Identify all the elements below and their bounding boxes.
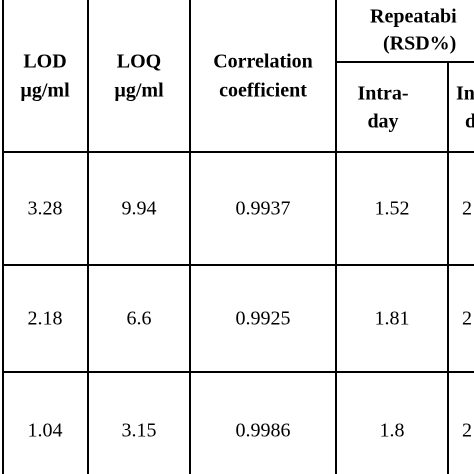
data-cell: 0.9925 xyxy=(236,308,291,330)
data-cell: 1.8 xyxy=(380,420,405,442)
header-cell: LOQ xyxy=(117,51,161,73)
header-cell: LOD xyxy=(23,51,66,73)
header-cell: µg/ml xyxy=(20,80,70,102)
header-cell: Correlation xyxy=(213,51,313,73)
subheader-cell: Intra- xyxy=(357,83,408,105)
header-cell: coefficient xyxy=(219,80,307,102)
data-cell: 2 xyxy=(462,198,472,220)
data-cell: 3.28 xyxy=(28,198,63,220)
group-header: Repeatabi xyxy=(370,6,457,28)
data-cell: 0.9986 xyxy=(236,420,291,442)
data-cell: 3.15 xyxy=(122,420,157,442)
data-cell: 0.9937 xyxy=(236,198,291,220)
header-cell: µg/ml xyxy=(114,80,164,102)
data-cell: 2.18 xyxy=(28,308,63,330)
group-header: (RSD%) xyxy=(383,33,456,55)
data-cell: 1.04 xyxy=(28,420,63,442)
data-cell: 2 xyxy=(462,308,472,330)
data-cell: 6.6 xyxy=(127,308,152,330)
subheader-cell: d xyxy=(465,111,474,133)
cells: LOD µg/ml LOQ µg/ml Correlation coefficient Re… xyxy=(20,6,474,442)
data-cell: 1.52 xyxy=(375,198,410,220)
subheader-cell: day xyxy=(367,111,398,133)
data-cell: 2 xyxy=(462,420,472,442)
data-cell: 1.81 xyxy=(375,308,410,330)
data-cell: 9.94 xyxy=(122,198,157,220)
subheader-cell: In xyxy=(456,83,474,105)
